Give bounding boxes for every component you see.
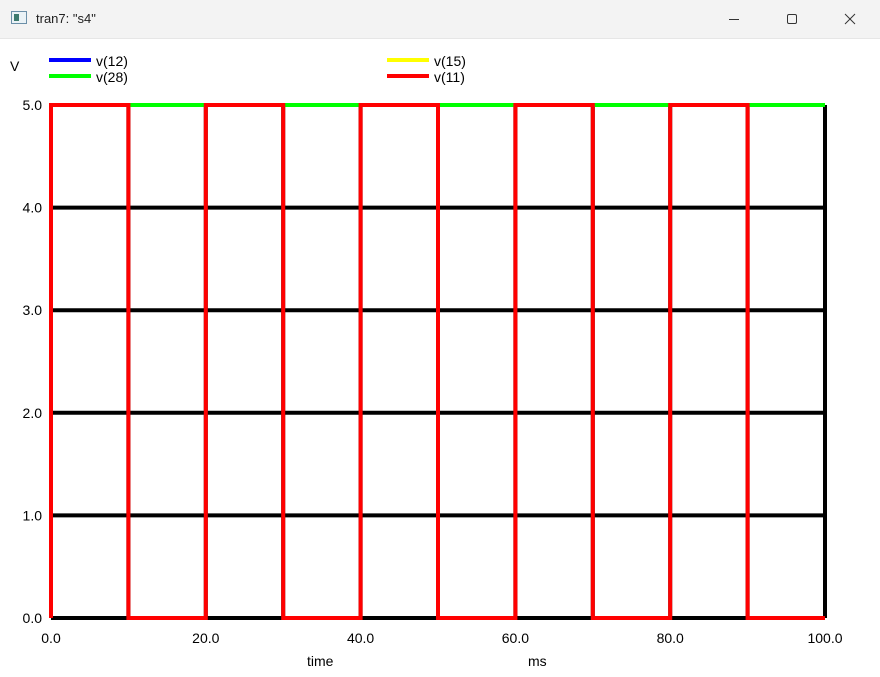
y-tick-label: 3.0 — [23, 302, 43, 318]
y-tick-label: 1.0 — [23, 507, 43, 523]
legend-label: v(15) — [434, 53, 466, 69]
maximize-icon — [787, 14, 797, 24]
close-button[interactable] — [821, 0, 879, 38]
x-tick-label: 40.0 — [347, 630, 374, 646]
minimize-icon — [729, 19, 739, 20]
y-axis-label: V — [10, 58, 20, 74]
x-axis-unit: ms — [528, 653, 547, 669]
plot-area: V time ms 0.0 1.0 2.0 3.0 4.0 5.0 0.0 20.0 40.0 6… — [10, 53, 843, 669]
y-tick-label: 0.0 — [23, 610, 43, 626]
y-tick-label: 2.0 — [23, 405, 43, 421]
minimize-button[interactable] — [705, 0, 763, 38]
x-tick-label: 0.0 — [41, 630, 61, 646]
series-line-v11 — [49, 103, 825, 620]
tick-labels: 0.0 1.0 2.0 3.0 4.0 5.0 0.0 20.0 40.0 60.0 80.0 100… — [23, 97, 843, 646]
legend-label: v(11) — [434, 69, 465, 85]
y-tick-label: 4.0 — [23, 200, 43, 216]
x-tick-label: 20.0 — [192, 630, 219, 646]
legend-label: v(12) — [96, 53, 128, 69]
title-bar: tran7: "s4" — [0, 0, 880, 39]
x-tick-label: 60.0 — [502, 630, 529, 646]
x-axis-label: time — [307, 653, 334, 669]
legend: v(12) v(15) v(28) v(11) — [49, 53, 466, 85]
traces — [49, 103, 825, 620]
window-title: tran7: "s4" — [36, 11, 96, 26]
x-tick-label: 80.0 — [657, 630, 684, 646]
close-icon — [844, 13, 856, 25]
maximize-button[interactable] — [763, 0, 821, 38]
app-icon — [11, 11, 27, 24]
x-tick-label: 100.0 — [807, 630, 842, 646]
y-tick-label: 5.0 — [23, 97, 43, 113]
legend-label: v(28) — [96, 69, 128, 85]
